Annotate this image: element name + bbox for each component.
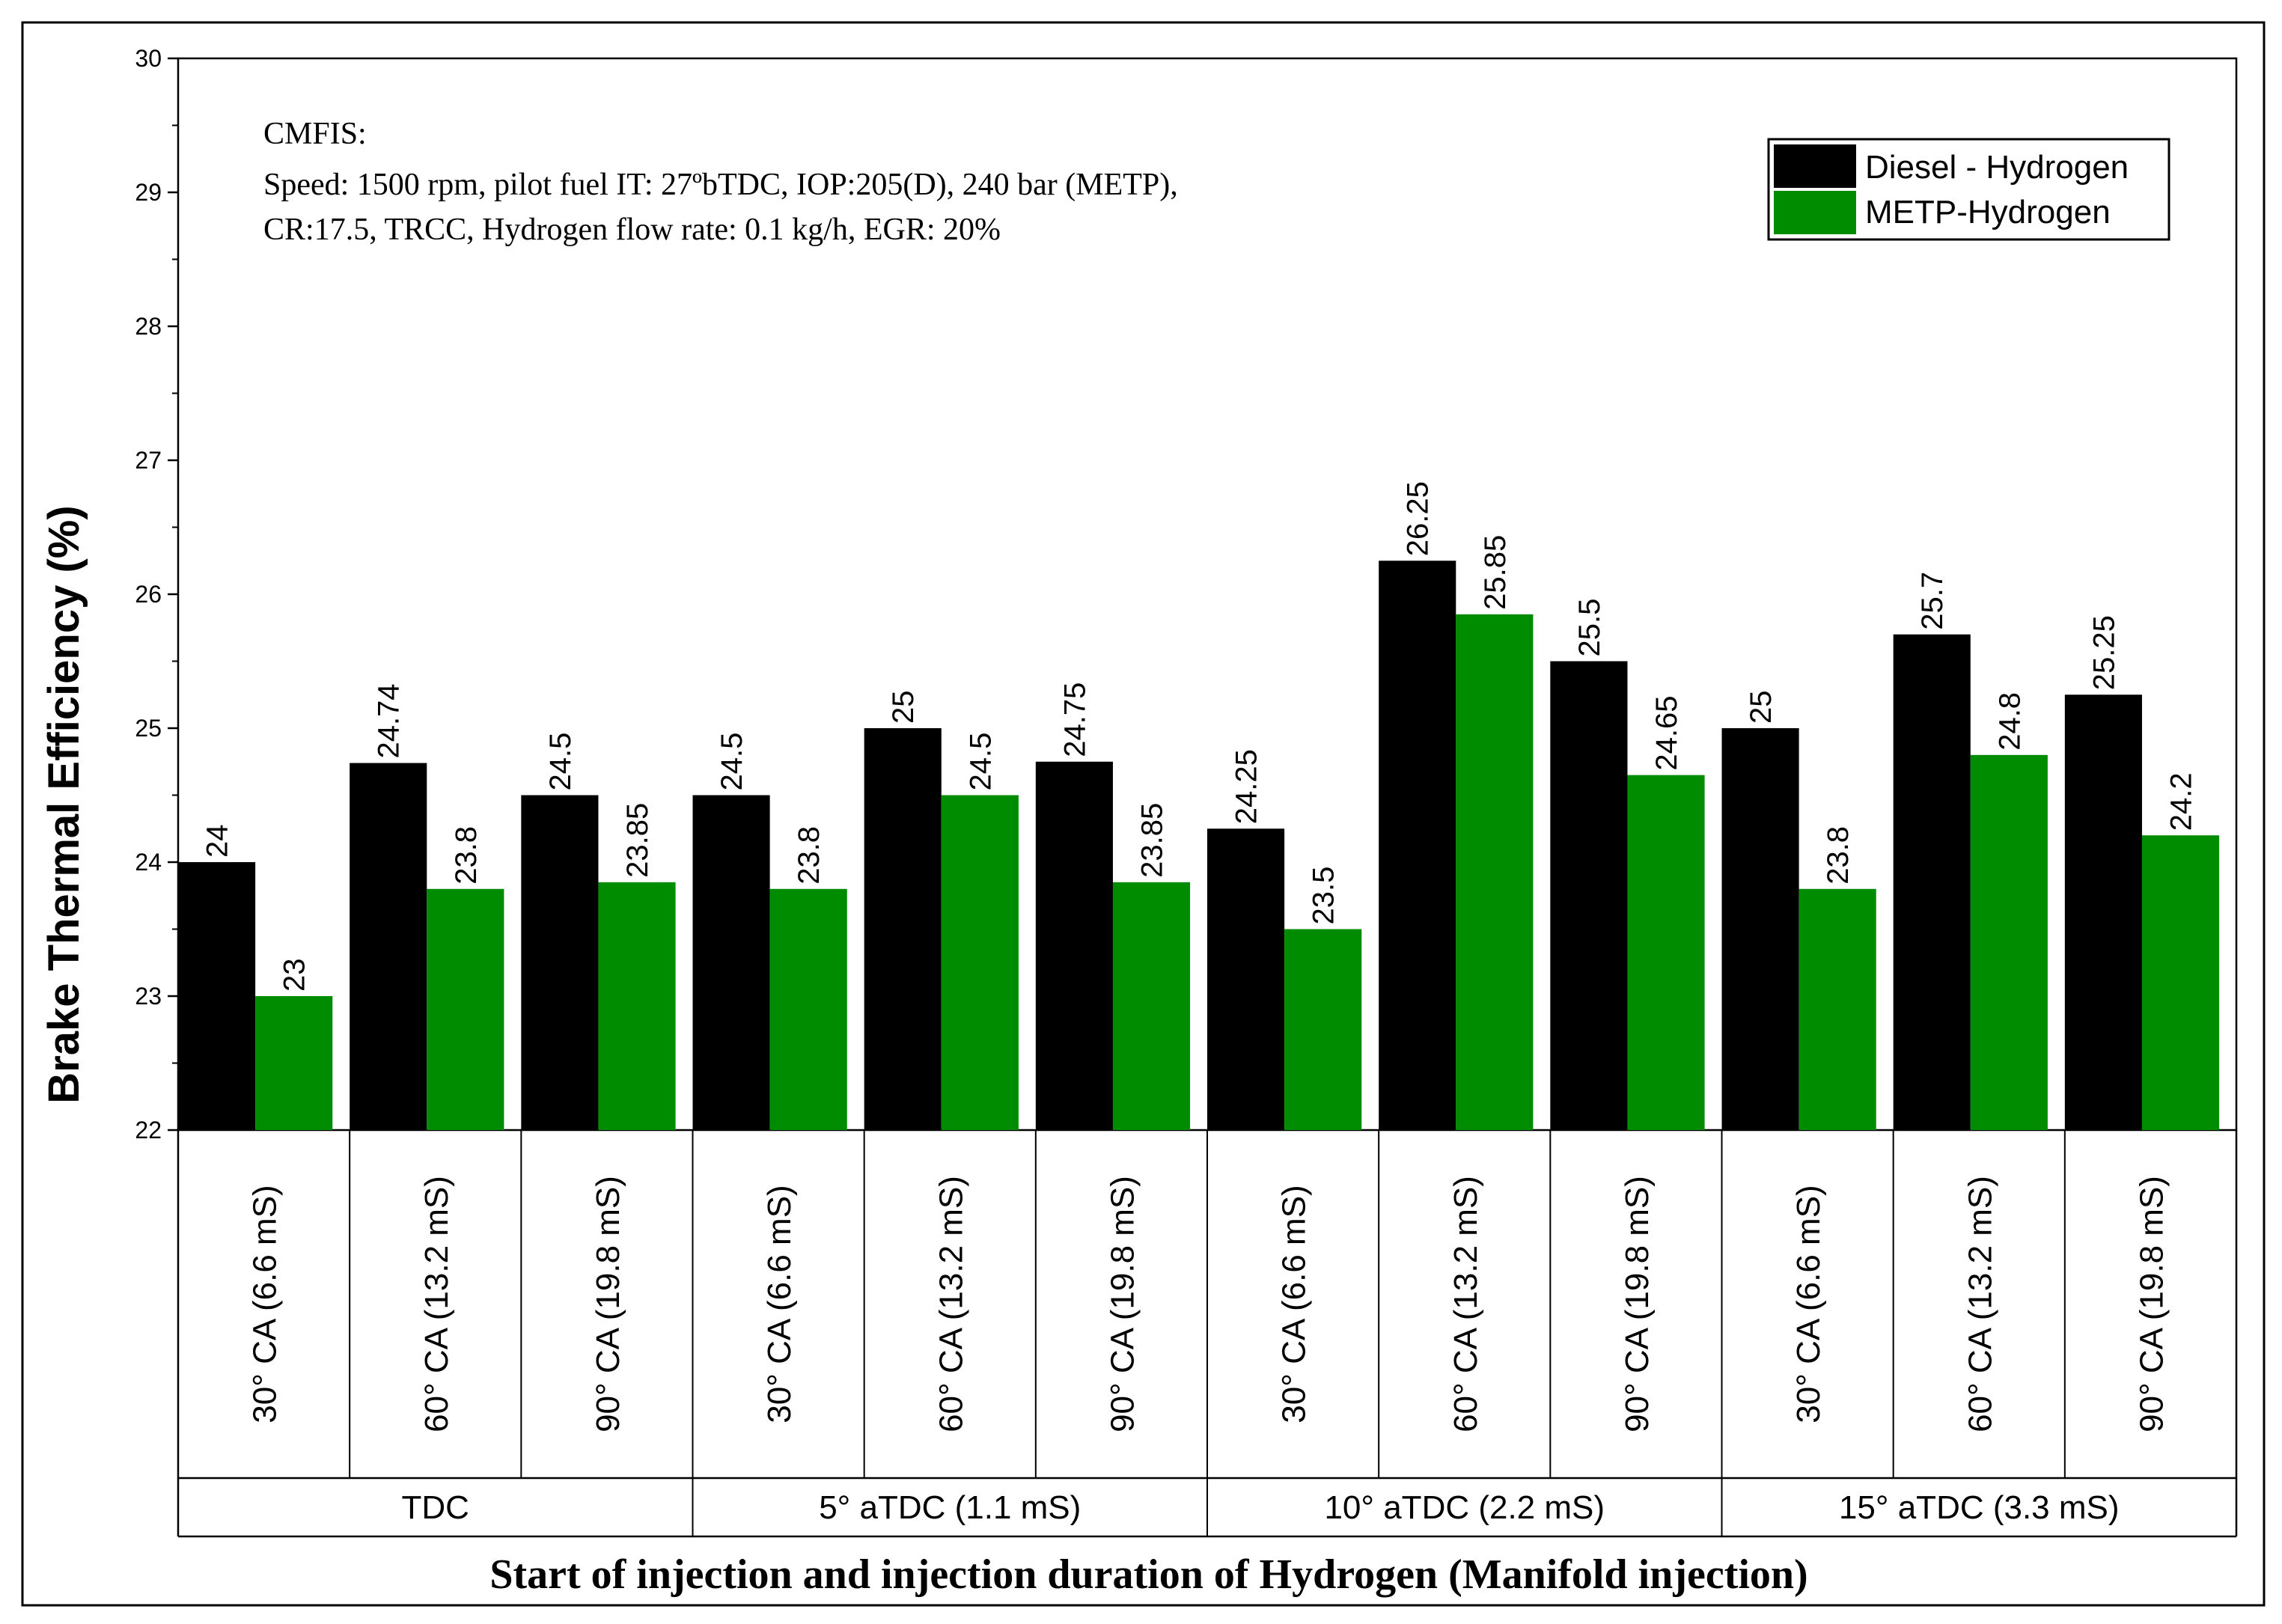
category-label: 60° CA (13.2 mS) bbox=[933, 1176, 969, 1432]
y-axis-title: Brake Thermal Efficiency (%) bbox=[40, 505, 88, 1103]
y-tick-label: 28 bbox=[135, 313, 162, 340]
bar-metp-hydrogen bbox=[1799, 888, 1876, 1130]
data-label: 23.8 bbox=[450, 826, 483, 885]
data-label: 25 bbox=[1745, 691, 1778, 724]
data-label: 24.8 bbox=[1993, 692, 2026, 751]
y-tick-label: 24 bbox=[135, 849, 162, 876]
y-tick-label: 23 bbox=[135, 983, 162, 1010]
category-label: 30° CA (6.6 mS) bbox=[247, 1185, 284, 1423]
data-label: 23 bbox=[278, 959, 311, 992]
bar-diesel-hydrogen bbox=[1035, 761, 1113, 1130]
data-label: 23.85 bbox=[1136, 803, 1169, 878]
annotation-line-2: Speed: 1500 rpm, pilot fuel IT: 27ºbTDC,… bbox=[263, 168, 1178, 202]
bar-diesel-hydrogen bbox=[2064, 695, 2142, 1130]
legend: Diesel - Hydrogen METP-Hydrogen bbox=[1767, 138, 2170, 241]
annotation-line-3: CR:17.5, TRCC, Hydrogen flow rate: 0.1 k… bbox=[263, 213, 1001, 247]
bar-diesel-hydrogen bbox=[350, 763, 427, 1130]
category-label: 90° CA (19.8 mS) bbox=[1619, 1176, 1656, 1432]
category-label: 90° CA (19.8 mS) bbox=[1104, 1176, 1141, 1432]
legend-label-metp-hydrogen: METP-Hydrogen bbox=[1865, 194, 2111, 231]
group-label: TDC bbox=[402, 1489, 469, 1526]
category-label: 60° CA (13.2 mS) bbox=[1962, 1176, 1998, 1432]
data-label: 23.8 bbox=[793, 826, 826, 885]
bar-metp-hydrogen bbox=[1284, 929, 1362, 1130]
data-label: 25 bbox=[887, 691, 920, 724]
category-label: 30° CA (6.6 mS) bbox=[1276, 1185, 1313, 1423]
bar-diesel-hydrogen bbox=[864, 728, 942, 1130]
bar-metp-hydrogen bbox=[1456, 614, 1534, 1130]
bar-metp-hydrogen bbox=[2141, 835, 2220, 1130]
bar-diesel-hydrogen bbox=[1550, 661, 1628, 1130]
y-tick-label: 30 bbox=[135, 45, 162, 72]
bar-metp-hydrogen bbox=[769, 888, 847, 1130]
data-label: 24.2 bbox=[2165, 772, 2198, 831]
figure-border bbox=[21, 21, 2266, 1607]
data-label: 25.5 bbox=[1573, 599, 1606, 657]
bar-diesel-hydrogen bbox=[1721, 728, 1799, 1130]
group-label: 15° aTDC (3.3 mS) bbox=[1839, 1489, 2120, 1526]
bar-metp-hydrogen bbox=[427, 888, 504, 1130]
y-tick-label: 25 bbox=[135, 715, 162, 742]
data-label: 24.75 bbox=[1058, 683, 1091, 757]
data-label: 24.25 bbox=[1230, 749, 1263, 824]
category-label: 90° CA (19.8 mS) bbox=[2133, 1176, 2170, 1432]
bar-diesel-hydrogen bbox=[1207, 828, 1285, 1130]
data-label: 26.25 bbox=[1402, 481, 1435, 556]
data-label: 25.7 bbox=[1916, 572, 1949, 630]
data-label: 24 bbox=[201, 825, 234, 858]
data-label: 23.8 bbox=[1822, 826, 1855, 885]
data-label: 25.85 bbox=[1479, 535, 1512, 610]
bar-diesel-hydrogen bbox=[1893, 634, 1971, 1130]
bar-diesel-hydrogen bbox=[521, 795, 599, 1130]
data-label: 23.5 bbox=[1308, 867, 1340, 925]
bar-diesel-hydrogen bbox=[692, 795, 770, 1130]
bar-metp-hydrogen bbox=[1627, 775, 1705, 1130]
legend-swatch-diesel-hydrogen bbox=[1774, 144, 1856, 188]
category-label: 60° CA (13.2 mS) bbox=[418, 1176, 455, 1432]
category-label: 30° CA (6.6 mS) bbox=[1790, 1185, 1827, 1423]
y-tick-label: 27 bbox=[135, 447, 162, 474]
legend-swatch-metp-hydrogen bbox=[1774, 191, 1856, 234]
y-tick-label: 22 bbox=[135, 1117, 162, 1144]
legend-label-diesel-hydrogen: Diesel - Hydrogen bbox=[1865, 149, 2129, 186]
bar-metp-hydrogen bbox=[1970, 754, 2048, 1130]
data-label: 24.65 bbox=[1650, 696, 1683, 771]
data-label: 24.5 bbox=[544, 733, 577, 791]
y-tick-label: 26 bbox=[135, 581, 162, 608]
bar-metp-hydrogen bbox=[1112, 882, 1191, 1130]
bar-diesel-hydrogen bbox=[178, 862, 256, 1130]
y-tick-label: 29 bbox=[135, 179, 162, 206]
x-axis-title: Start of injection and injection duratio… bbox=[489, 1551, 1807, 1598]
category-label: 60° CA (13.2 mS) bbox=[1447, 1176, 1484, 1432]
annotation-line-1: CMFIS: bbox=[263, 117, 367, 151]
group-label: 5° aTDC (1.1 mS) bbox=[819, 1489, 1081, 1526]
bar-metp-hydrogen bbox=[255, 996, 333, 1130]
bar-metp-hydrogen bbox=[941, 795, 1019, 1130]
bar-metp-hydrogen bbox=[598, 882, 676, 1130]
group-label: 10° aTDC (2.2 mS) bbox=[1324, 1489, 1605, 1526]
bar-diesel-hydrogen bbox=[1379, 561, 1456, 1130]
data-label: 24.5 bbox=[716, 733, 748, 791]
category-label: 30° CA (6.6 mS) bbox=[761, 1185, 798, 1423]
data-label: 24.74 bbox=[373, 683, 406, 758]
category-label: 90° CA (19.8 mS) bbox=[590, 1176, 626, 1432]
data-label: 23.85 bbox=[621, 803, 654, 878]
data-label: 24.5 bbox=[964, 733, 997, 791]
data-label: 25.25 bbox=[2087, 615, 2120, 690]
